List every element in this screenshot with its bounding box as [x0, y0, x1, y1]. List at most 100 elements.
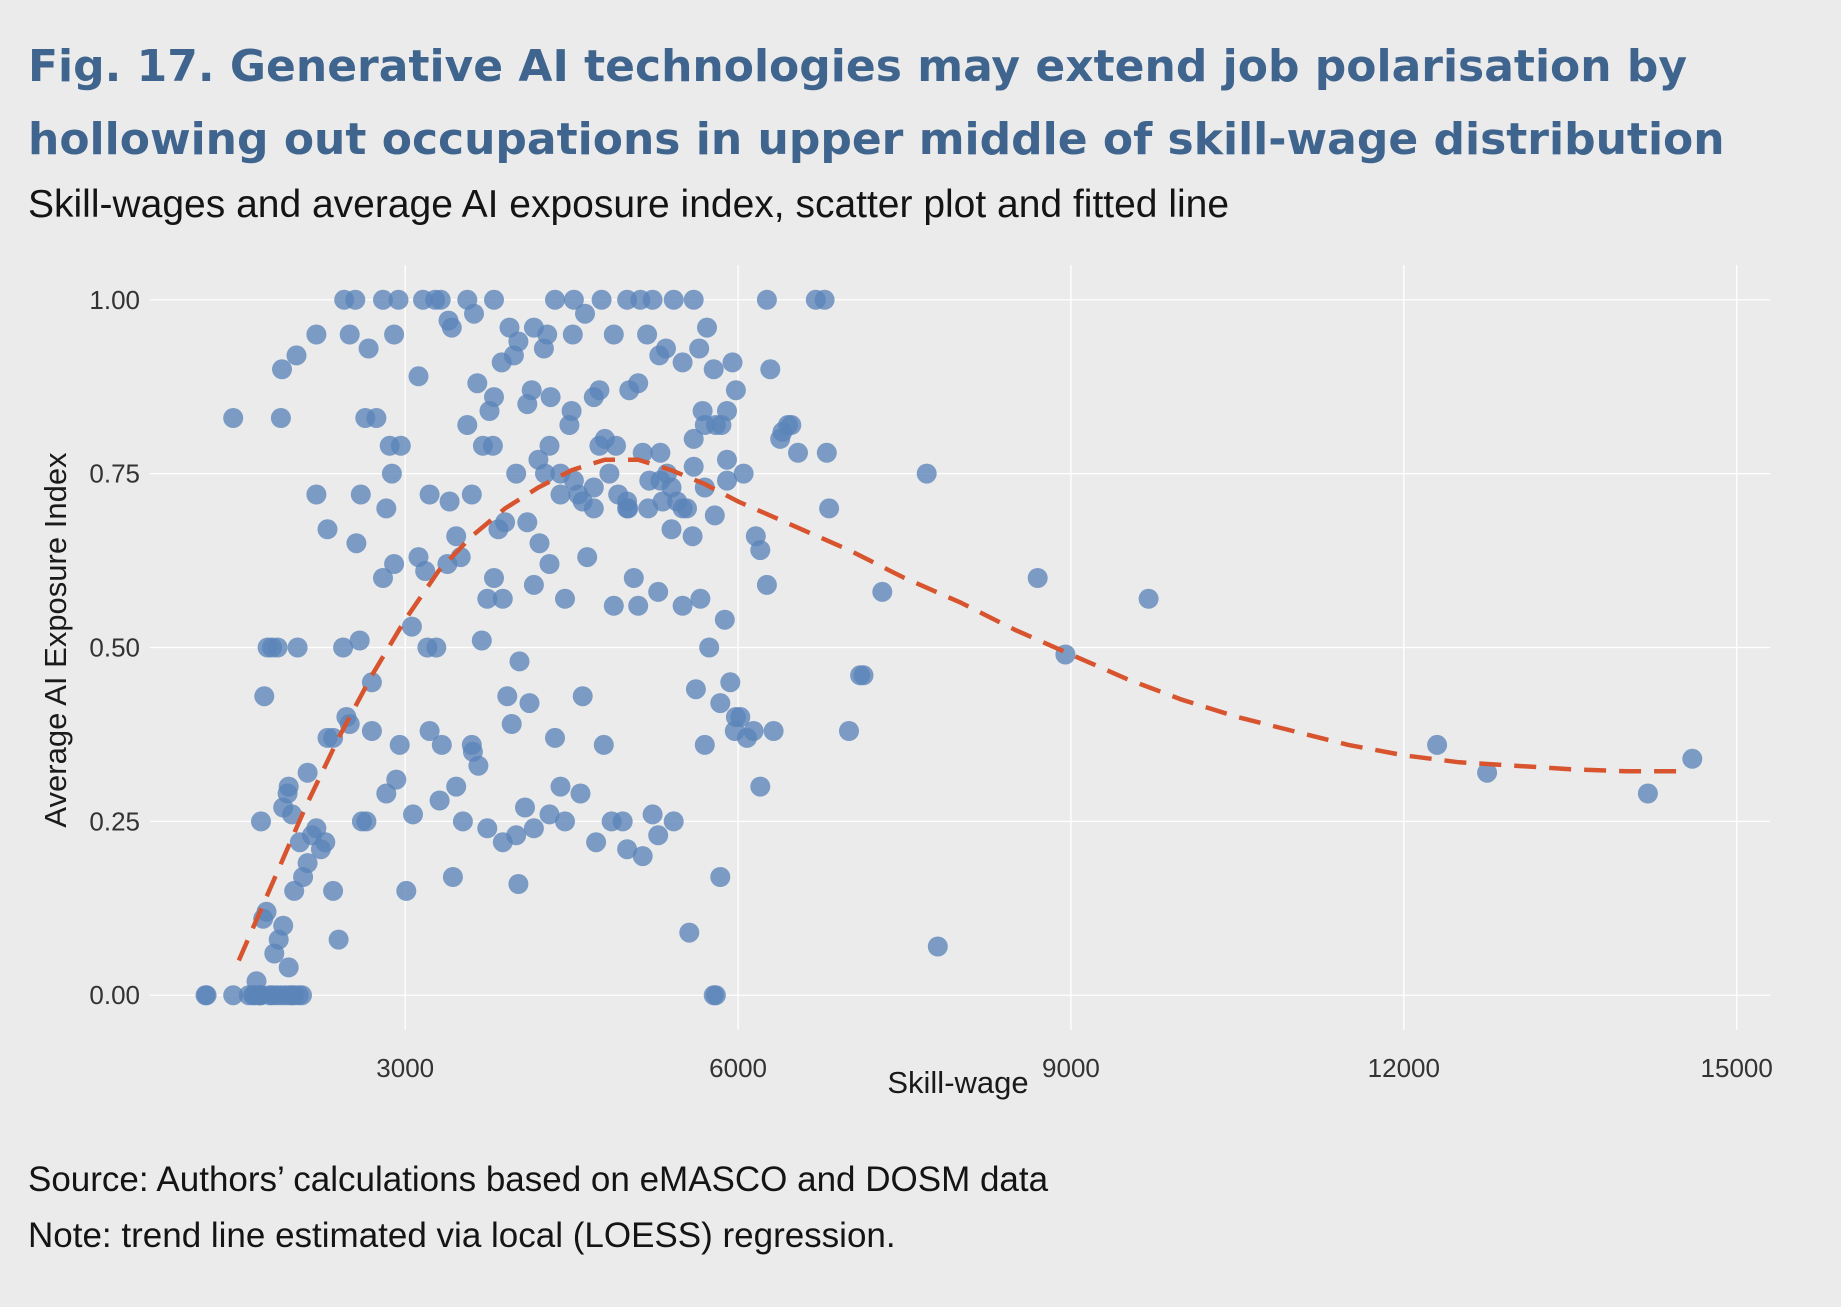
data-point	[384, 324, 405, 345]
data-point	[323, 880, 344, 901]
data-point	[317, 519, 338, 540]
data-point	[484, 289, 504, 310]
data-point	[550, 484, 571, 505]
data-point	[683, 289, 704, 310]
data-point	[601, 811, 622, 832]
data-point	[628, 373, 649, 394]
data-point	[297, 853, 318, 874]
data-point	[306, 484, 327, 505]
data-point	[349, 630, 370, 651]
data-point	[1427, 734, 1448, 755]
data-point	[642, 289, 663, 310]
data-point	[648, 825, 669, 846]
data-point	[623, 568, 644, 588]
data-point	[501, 714, 522, 734]
data-point	[591, 289, 612, 310]
data-point	[429, 790, 450, 811]
chart-title: Fig. 17. Generative AI technologies may …	[28, 41, 1725, 165]
data-point	[390, 435, 411, 456]
data-point	[661, 519, 682, 540]
data-point	[763, 721, 784, 741]
data-point	[297, 762, 318, 783]
data-point	[683, 428, 704, 449]
data-point	[431, 734, 452, 755]
data-point	[778, 415, 798, 435]
data-point	[517, 394, 538, 415]
data-point	[461, 734, 482, 755]
data-point	[539, 804, 560, 825]
data-point	[705, 985, 726, 1006]
data-point	[528, 449, 549, 470]
data-point	[679, 922, 700, 943]
data-point	[690, 588, 711, 609]
data-point	[523, 818, 544, 839]
data-point	[583, 387, 604, 408]
x-tick-label: 6000	[709, 1053, 767, 1083]
data-point	[603, 324, 624, 345]
data-point	[750, 540, 771, 561]
data-point	[1477, 762, 1498, 783]
y-axis-label: Average AI Exposure Index	[38, 452, 73, 828]
source-note: Source: Authors’ calculations based on e…	[28, 1160, 1049, 1199]
y-tick-label: 0.25	[89, 806, 140, 836]
data-point	[472, 435, 493, 456]
data-point	[545, 727, 565, 748]
data-point	[697, 317, 717, 338]
data-point	[430, 289, 451, 310]
data-point	[617, 498, 638, 519]
data-point	[927, 936, 948, 957]
data-point	[497, 686, 518, 707]
data-point	[373, 568, 393, 588]
data-point	[539, 435, 560, 456]
data-point	[1027, 568, 1048, 588]
data-point	[672, 498, 693, 519]
data-point	[606, 435, 626, 456]
data-point	[710, 867, 731, 887]
data-point	[555, 811, 575, 832]
data-point	[1637, 783, 1658, 804]
data-point	[373, 289, 393, 310]
data-point	[484, 387, 504, 408]
data-point	[529, 533, 550, 554]
y-tick-label: 1.00	[89, 285, 140, 315]
data-point	[467, 373, 488, 394]
data-point	[287, 637, 308, 658]
data-point	[446, 526, 467, 547]
data-point	[788, 442, 808, 463]
data-point	[408, 366, 429, 387]
data-point	[464, 303, 484, 324]
data-point	[617, 839, 638, 860]
data-point	[286, 345, 307, 366]
data-point	[743, 721, 764, 741]
data-point	[703, 359, 724, 380]
data-point	[628, 595, 649, 616]
data-point	[642, 804, 663, 825]
data-point	[839, 721, 859, 741]
data-point	[223, 985, 244, 1006]
data-point	[417, 637, 438, 658]
data-point	[439, 491, 460, 512]
data-point	[705, 415, 726, 435]
data-point	[814, 289, 835, 310]
data-point	[637, 324, 658, 345]
data-point	[819, 498, 840, 519]
data-point	[561, 401, 582, 421]
data-point	[575, 303, 595, 324]
data-point	[272, 359, 292, 380]
data-point	[495, 512, 516, 533]
y-tick-label: 0.00	[89, 980, 140, 1010]
data-point	[593, 734, 614, 755]
data-point	[384, 554, 405, 574]
data-point	[346, 533, 367, 554]
data-point	[685, 679, 706, 700]
data-point	[284, 880, 305, 901]
data-point	[562, 324, 583, 345]
data-point	[523, 574, 544, 595]
data-point	[376, 783, 397, 804]
y-tick-label: 0.50	[89, 633, 140, 663]
data-point	[441, 317, 462, 338]
data-point	[672, 352, 693, 373]
data-point	[386, 769, 407, 790]
data-point	[282, 804, 302, 825]
data-point	[278, 957, 299, 978]
